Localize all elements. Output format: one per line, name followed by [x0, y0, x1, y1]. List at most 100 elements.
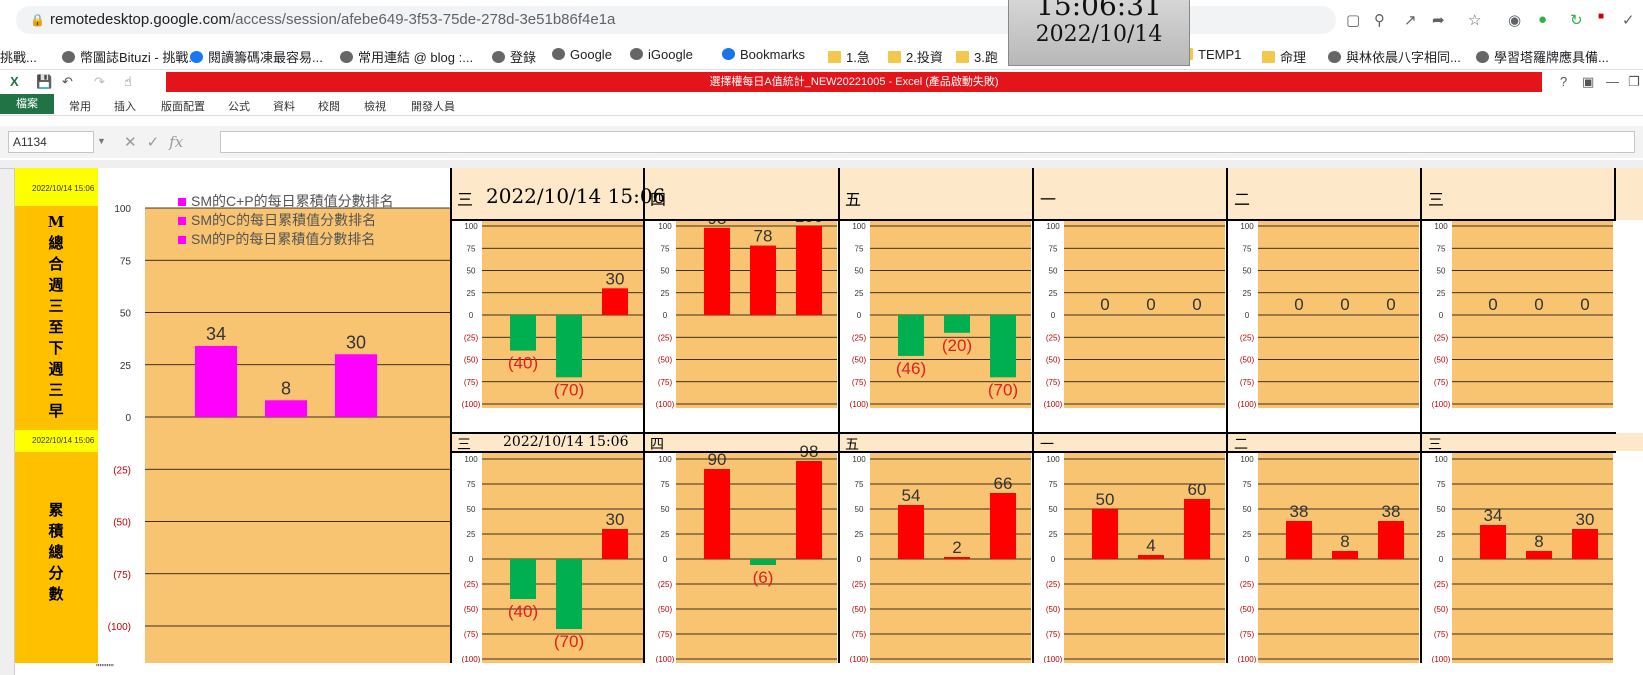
name-box[interactable]: A1134: [8, 131, 94, 153]
y-tick-label: (25): [1434, 580, 1449, 589]
tab-page-layout[interactable]: 版面配置: [161, 101, 205, 113]
small-charts-grid[interactable]: 1007550250(25)(50)(75)(100)(40)(70)30100…: [451, 220, 1643, 663]
bookmark-item[interactable]: 常用連結 @ blog :...: [340, 47, 473, 66]
data-label: (40): [508, 354, 538, 373]
data-label: (6): [753, 568, 774, 587]
excel-titlebar: X 💾 ↶ ↷ ☝ 選擇權每日A值統計_NEW20221005 - Excel …: [0, 70, 1643, 94]
bar: [990, 493, 1016, 559]
bookmark-item[interactable]: 學習塔羅牌應具備...: [1476, 47, 1609, 66]
key-icon[interactable]: ⚲: [1374, 12, 1385, 29]
share-icon[interactable]: ▢: [1346, 12, 1361, 29]
y-tick-label: (25): [1240, 333, 1255, 342]
redo-icon[interactable]: ↷: [94, 74, 105, 89]
save-icon[interactable]: 💾: [36, 74, 53, 89]
tab-home[interactable]: 常用: [69, 101, 91, 113]
plot-area: [145, 208, 450, 663]
y-tick-label: (75): [464, 378, 479, 387]
undo-icon[interactable]: ↶: [62, 74, 73, 89]
y-tick-label: 50: [661, 505, 670, 514]
name-box-dropdown-icon[interactable]: ▼: [97, 136, 106, 146]
bar: [1572, 529, 1598, 559]
bookmark-item[interactable]: 與林依晨八字相同...: [1328, 47, 1461, 66]
top-day-header-row[interactable]: [451, 168, 1643, 220]
y-tick-label: 0: [1439, 311, 1444, 320]
url-host: remotedesktop.google.com: [50, 11, 231, 28]
smart-extension-icon[interactable]: ■: [1598, 11, 1605, 22]
tab-file[interactable]: 檔案: [0, 94, 54, 114]
header-date: 2022/10/14 15:06: [486, 184, 666, 208]
top-stamp-cell[interactable]: 2022/10/14 15:06: [15, 168, 98, 206]
bookmark-star-icon[interactable]: ☆: [1468, 12, 1482, 29]
bookmark-item[interactable]: 挑戰...: [0, 47, 37, 66]
y-tick-label: (50): [1046, 356, 1061, 365]
touch-mode-icon[interactable]: ☝: [124, 74, 132, 89]
plot-area: [1064, 220, 1225, 408]
bookmark-item[interactable]: 2.投資: [888, 47, 943, 66]
y-tick-label: 25: [855, 289, 864, 298]
line-extension-icon[interactable]: ●: [1538, 11, 1548, 28]
tab-insert[interactable]: 插入: [114, 101, 136, 113]
y-tick-label: (100): [108, 622, 131, 633]
formula-buttons: ✕✓fx: [124, 133, 183, 151]
enter-icon[interactable]: ✓: [146, 134, 170, 151]
extension-icon[interactable]: ◉: [1508, 12, 1522, 29]
y-tick-label: (75): [1046, 630, 1061, 639]
lock-icon[interactable]: 🔒: [30, 13, 45, 27]
main-chart-area[interactable]: 100 75 50 25 0 (25) (50) (75) (100) 34 8 30: [98, 168, 450, 663]
y-tick-label: 100: [1434, 455, 1448, 464]
bookmark-item[interactable]: 閱讀籌碼凍最容易...: [190, 47, 323, 66]
y-tick-label: 100: [658, 455, 672, 464]
y-tick-label: 100: [114, 204, 131, 215]
open-external-icon[interactable]: ↗: [1404, 12, 1417, 29]
bar: [1286, 521, 1312, 559]
y-tick-label: 75: [661, 480, 670, 489]
bookmark-item[interactable]: Bookmarks: [722, 47, 805, 62]
vertical-label-char: 總: [48, 234, 64, 252]
share-page-icon[interactable]: ➦: [1432, 12, 1445, 29]
bookmark-item[interactable]: Google: [552, 47, 612, 62]
mini-chart: 100 75 50 25 0 (25) (50) (75) (100) (46) (20) (70): [839, 220, 1031, 409]
vertical-label-char: 總: [48, 543, 64, 561]
bookmark-item[interactable]: 幣圖誌Bituzi - 挑戰...: [62, 47, 199, 66]
bookmark-item[interactable]: 3.跑: [956, 47, 998, 66]
day-label: 五: [845, 437, 859, 453]
tab-formulas[interactable]: 公式: [228, 101, 250, 113]
help-icon[interactable]: ?: [1560, 74, 1568, 89]
url-text[interactable]: remotedesktop.google.com/access/session/…: [50, 11, 615, 28]
formula-input[interactable]: [220, 131, 1635, 153]
bookmark-item[interactable]: iGoogle: [630, 47, 693, 62]
refresh-extension-icon[interactable]: ↻: [1570, 12, 1583, 29]
check-icon[interactable]: ✓: [1622, 12, 1635, 29]
y-tick-label: (100): [1238, 655, 1257, 663]
bookmark-item[interactable]: 命理: [1262, 47, 1306, 66]
y-tick-label: (75): [658, 378, 673, 387]
tab-review[interactable]: 校閱: [318, 101, 340, 113]
vertical-label-char: 下: [48, 339, 64, 357]
main-chart[interactable]: 100 75 50 25 0 (25) (50) (75) (100) 34 8 30: [98, 168, 450, 663]
y-tick-label: 75: [1243, 244, 1252, 253]
row-header-strip[interactable]: [0, 169, 15, 675]
minimize-icon[interactable]: —: [1606, 74, 1619, 89]
y-tick-label: (25): [464, 333, 479, 342]
bottom-stamp-cell[interactable]: 2022/10/14 15:06: [15, 430, 98, 452]
ribbon-options-icon[interactable]: ▣: [1582, 74, 1595, 89]
data-label: 98: [708, 220, 727, 228]
mini-chart: 100 75 50 25 0 (25) (50) (75) (100) 98 78 100: [645, 220, 837, 409]
restore-icon[interactable]: ❐: [1628, 74, 1640, 89]
bookmark-label: 閱讀籌碼凍最容易...: [208, 50, 323, 65]
footer-row[interactable]: """"": [96, 663, 1643, 675]
vertical-label-char: 三: [48, 297, 64, 315]
y-tick-label: 0: [1439, 555, 1444, 564]
bookmark-item[interactable]: 1.急: [828, 47, 870, 66]
y-tick-label: 25: [1437, 289, 1446, 298]
data-label: 8: [281, 378, 291, 398]
y-tick-label: 0: [469, 555, 474, 564]
function-icon[interactable]: fx: [169, 133, 184, 151]
tab-view[interactable]: 檢視: [364, 101, 386, 113]
axis-area: [98, 168, 145, 663]
bookmark-item[interactable]: 登錄: [492, 47, 536, 66]
tab-developer[interactable]: 開發人員: [411, 101, 455, 113]
tab-data[interactable]: 資料: [273, 101, 295, 113]
cancel-icon[interactable]: ✕: [124, 134, 147, 151]
bottom-day-header-row[interactable]: [451, 433, 1643, 451]
